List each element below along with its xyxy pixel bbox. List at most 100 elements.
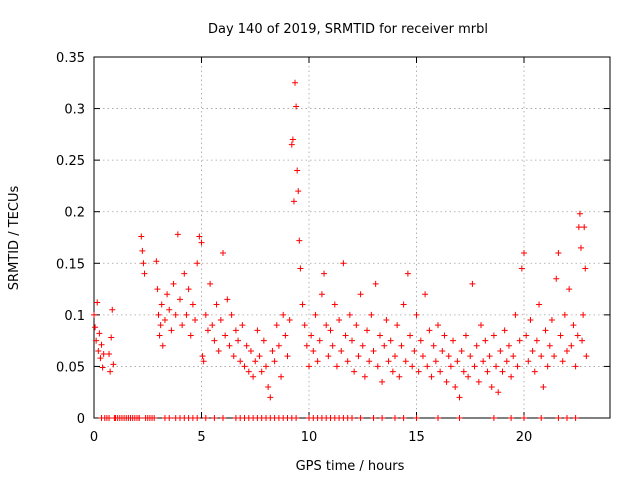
data-point xyxy=(366,358,373,365)
y-tick-label: 0.25 xyxy=(56,154,85,169)
data-point xyxy=(538,415,545,421)
data-point xyxy=(497,347,504,354)
data-point xyxy=(207,280,214,287)
data-point xyxy=(321,270,328,277)
data-point xyxy=(109,306,116,313)
data-point xyxy=(185,286,192,293)
data-point xyxy=(580,311,587,318)
data-point xyxy=(179,322,186,329)
data-point xyxy=(331,301,338,308)
data-point xyxy=(202,415,209,421)
y-tick-label: 0 xyxy=(77,412,85,427)
data-point xyxy=(370,415,377,421)
data-point xyxy=(523,332,530,339)
data-point xyxy=(499,368,506,375)
data-point xyxy=(551,353,558,360)
data-point xyxy=(493,363,500,370)
axis-ticks: 0 5 10 15 20 0 0.05 0.1 0.15 0.2 0.25 0.3 0.35 xyxy=(56,51,610,445)
data-point xyxy=(564,415,570,421)
data-point xyxy=(357,415,364,421)
data-point xyxy=(460,368,467,375)
data-point xyxy=(110,361,117,368)
data-point xyxy=(198,239,205,246)
data-point xyxy=(211,415,218,421)
data-point xyxy=(398,342,405,349)
data-point xyxy=(572,415,579,421)
data-point xyxy=(555,415,562,421)
data-point xyxy=(172,311,179,318)
data-point xyxy=(353,322,360,329)
data-point xyxy=(314,358,321,365)
x-tick-label: 15 xyxy=(408,430,425,445)
data-point xyxy=(318,291,325,298)
data-point xyxy=(230,353,237,360)
x-axis-label: GPS time / hours xyxy=(296,459,405,474)
data-point xyxy=(245,368,252,375)
data-point xyxy=(548,317,555,324)
data-point xyxy=(501,327,508,334)
data-point xyxy=(454,358,461,365)
data-point xyxy=(400,415,407,421)
data-point xyxy=(555,249,562,256)
data-point xyxy=(553,275,560,282)
data-point xyxy=(428,373,435,380)
data-point xyxy=(239,322,246,329)
data-point xyxy=(389,368,396,375)
data-point xyxy=(166,306,173,313)
data-point xyxy=(413,311,420,318)
data-point xyxy=(379,378,386,385)
data-point xyxy=(364,327,371,334)
data-point xyxy=(407,332,414,339)
y-axis-label: SRMTID / TECUs xyxy=(7,186,22,291)
data-point xyxy=(312,311,319,318)
y-tick-label: 0.3 xyxy=(64,103,85,118)
data-point xyxy=(583,353,590,360)
data-point xyxy=(141,270,148,277)
data-point xyxy=(107,368,114,375)
data-point xyxy=(441,332,448,339)
data-point xyxy=(344,358,351,365)
data-point xyxy=(566,286,573,293)
data-point xyxy=(512,311,519,318)
data-point xyxy=(409,363,416,370)
data-point xyxy=(164,291,171,298)
data-point xyxy=(303,342,310,349)
data-point xyxy=(232,327,239,334)
data-point xyxy=(273,322,280,329)
data-point xyxy=(174,231,181,238)
data-point xyxy=(415,368,422,375)
data-point xyxy=(323,322,330,329)
data-point xyxy=(156,332,163,339)
data-point xyxy=(278,373,285,380)
data-point xyxy=(575,224,582,231)
plot-frame xyxy=(93,56,611,419)
data-point xyxy=(422,291,429,298)
data-point xyxy=(392,353,398,360)
data-point xyxy=(215,347,222,354)
data-point xyxy=(488,384,495,391)
data-point xyxy=(99,364,106,371)
data-point xyxy=(161,317,168,324)
data-point xyxy=(340,260,347,267)
data-point xyxy=(280,311,287,318)
data-point xyxy=(445,353,452,360)
data-point xyxy=(93,337,100,344)
data-point xyxy=(484,368,491,375)
data-point xyxy=(564,347,570,354)
data-point xyxy=(570,322,577,329)
data-point xyxy=(325,353,332,360)
data-point xyxy=(536,301,543,308)
data-point xyxy=(140,260,147,267)
data-point xyxy=(241,363,248,370)
data-point xyxy=(546,342,553,349)
data-point xyxy=(411,347,418,354)
data-point xyxy=(538,353,545,360)
data-point xyxy=(568,342,575,349)
data-point xyxy=(209,322,216,329)
data-point xyxy=(297,265,304,272)
data-point xyxy=(243,342,250,349)
y-tick-label: 0.1 xyxy=(64,309,85,324)
data-point xyxy=(301,322,308,329)
data-point xyxy=(260,337,267,344)
data-point xyxy=(199,353,206,360)
